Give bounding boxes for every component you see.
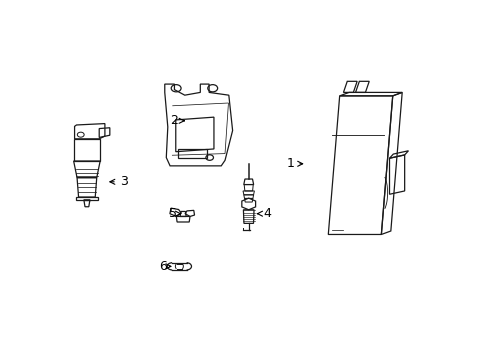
Text: 5: 5 [168, 207, 180, 220]
Text: 6: 6 [159, 260, 171, 273]
Text: 4: 4 [257, 207, 271, 220]
Text: 3: 3 [110, 175, 127, 188]
Text: 2: 2 [170, 114, 184, 127]
Text: 1: 1 [286, 157, 302, 170]
